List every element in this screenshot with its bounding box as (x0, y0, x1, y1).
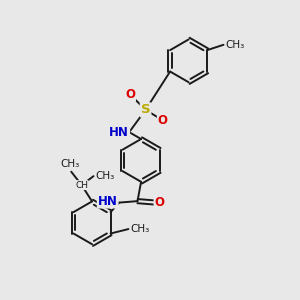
Text: HN: HN (98, 195, 118, 208)
Text: HN: HN (109, 126, 129, 139)
Text: CH₃: CH₃ (226, 40, 245, 50)
Text: CH₃: CH₃ (60, 159, 80, 169)
Text: CH₃: CH₃ (95, 171, 114, 181)
Text: O: O (125, 88, 135, 101)
Text: O: O (158, 114, 168, 127)
Text: CH: CH (75, 181, 88, 190)
Text: S: S (141, 103, 150, 116)
Text: O: O (154, 196, 164, 209)
Text: CH₃: CH₃ (130, 224, 149, 234)
